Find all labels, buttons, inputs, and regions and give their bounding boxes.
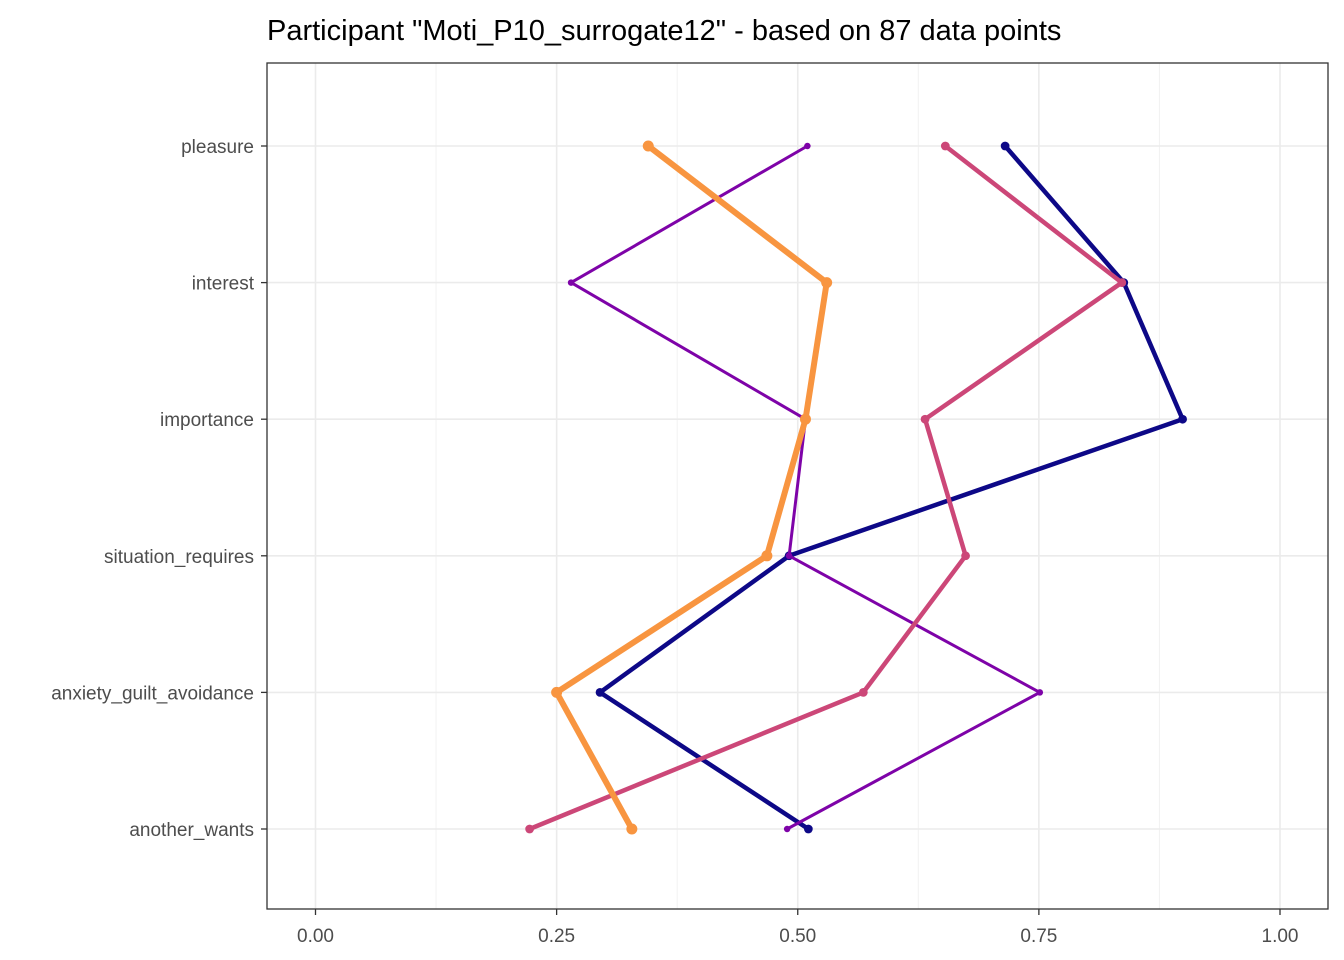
- axes: 0.00 0.25 0.50 0.75 1.00 pleasure interest impo…: [51, 137, 1298, 947]
- y-tick-label: pleasure: [181, 137, 254, 158]
- series-2-point: [1036, 689, 1044, 696]
- series-4-point: [799, 413, 811, 425]
- series-4-point: [761, 550, 773, 562]
- x-tick-label: 0.25: [538, 926, 575, 947]
- series-1: [595, 141, 1187, 834]
- x-tick-label: 0.50: [779, 926, 816, 947]
- series-1-line: [597, 143, 1185, 832]
- series-4-point: [551, 686, 563, 698]
- series-4: [551, 140, 833, 835]
- series-4-line: [553, 143, 830, 832]
- series-2-point: [567, 279, 575, 286]
- series-1-point: [803, 824, 813, 834]
- series-3-point: [525, 824, 534, 834]
- series-4-point: [626, 823, 638, 835]
- series-3-point: [920, 414, 930, 424]
- series-2-point: [783, 825, 791, 833]
- series-2-line: [569, 144, 1042, 831]
- chart-title: Participant "Moti_P10_surrogate12" - bas…: [267, 15, 1061, 47]
- series-2-point: [785, 552, 793, 560]
- y-tick-label: anxiety_guilt_avoidance: [51, 683, 254, 704]
- series-4-point: [642, 140, 654, 152]
- series-3-point: [961, 551, 970, 561]
- series-layer: [525, 140, 1187, 835]
- series-1-point: [1000, 141, 1010, 151]
- y-tick-label: another_wants: [129, 820, 254, 841]
- series-3-point: [940, 141, 950, 151]
- series-2-point: [804, 142, 811, 150]
- series-1-point: [1178, 414, 1187, 424]
- series-2: [567, 142, 1044, 833]
- y-tick-label: importance: [160, 410, 254, 431]
- series-3-line: [527, 143, 1125, 832]
- x-tick-label: 0.75: [1020, 926, 1057, 947]
- y-tick-label: interest: [192, 274, 255, 295]
- series-3-point: [1117, 278, 1127, 287]
- series-3-point: [858, 688, 868, 697]
- series-3: [525, 141, 1127, 834]
- series-4-point: [821, 277, 833, 289]
- y-tick-label: situation_requires: [104, 547, 254, 568]
- x-tick-label: 0.00: [297, 926, 334, 947]
- series-1-point: [595, 688, 605, 697]
- x-tick-label: 1.00: [1262, 926, 1299, 947]
- grid: [267, 63, 1328, 909]
